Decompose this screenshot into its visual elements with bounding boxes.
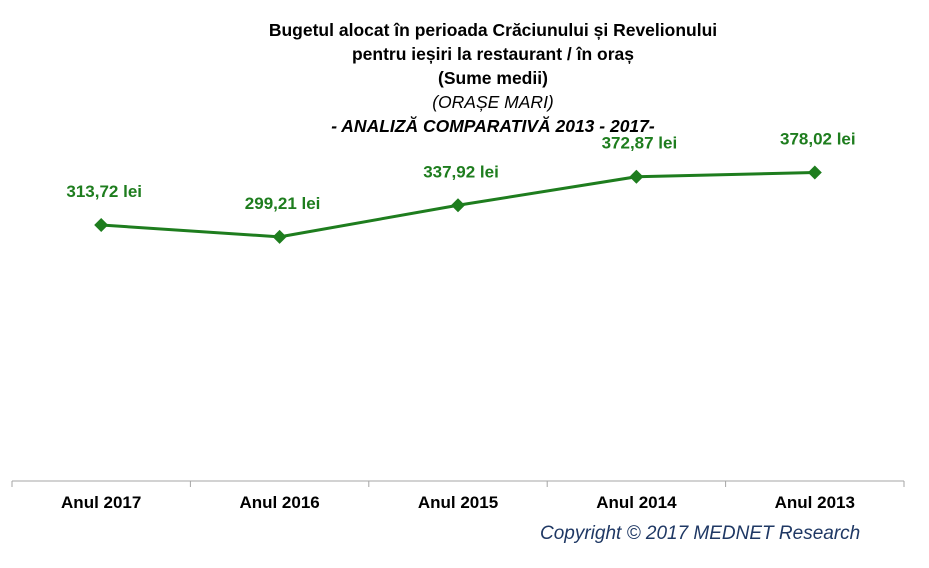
- x-tick-label: Anul 2013: [775, 493, 855, 512]
- copyright-notice: Copyright © 2017 MEDNET Research: [540, 523, 861, 544]
- data-label: 299,21 lei: [245, 194, 321, 213]
- data-label: 372,87 lei: [602, 134, 678, 153]
- chart-subtitle: (ORAȘE MARI): [432, 92, 554, 112]
- chart-title-line-3: (Sume medii): [438, 68, 548, 88]
- data-point-marker: [807, 165, 822, 180]
- data-label: 313,72 lei: [66, 182, 142, 201]
- x-tick-label: Anul 2014: [596, 493, 677, 512]
- x-tick-label: Anul 2017: [61, 493, 141, 512]
- data-point-marker: [272, 229, 287, 244]
- data-label: 378,02 lei: [780, 130, 856, 149]
- data-label: 337,92 lei: [423, 162, 499, 181]
- x-tick-label: Anul 2016: [239, 493, 319, 512]
- data-point-marker: [94, 218, 109, 233]
- data-point-marker: [629, 169, 644, 184]
- data-point-marker: [451, 198, 465, 213]
- chart-title-line-1: Bugetul alocat în perioada Crăciunului ș…: [268, 20, 718, 40]
- x-tick-label: Anul 2015: [418, 493, 498, 512]
- chart-title-block: Bugetul alocat în perioada Crăciunului ș…: [0, 18, 929, 138]
- chart-title-line-2: pentru ieșiri la restaurant / în oraș: [351, 44, 635, 64]
- chart-analysis-label: - ANALIZĂ COMPARATIVĂ 2013 - 2017-: [331, 116, 655, 136]
